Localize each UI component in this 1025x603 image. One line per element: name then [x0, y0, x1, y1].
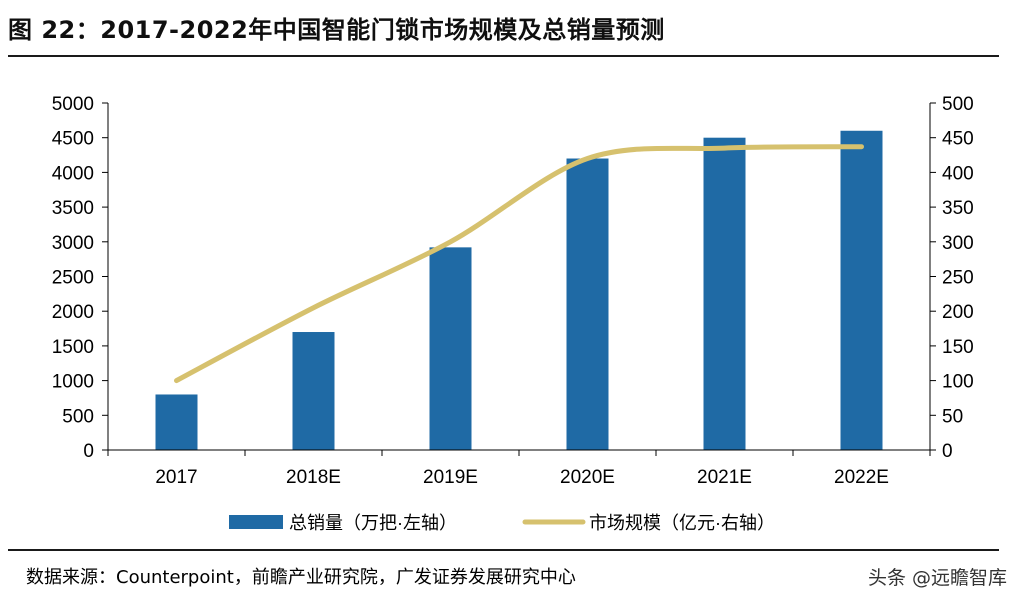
bar-2021E: [703, 137, 746, 450]
footer-divider: [8, 549, 999, 551]
x-tick-label: 2019E: [423, 467, 478, 488]
bar-2018E: [292, 332, 335, 450]
x-tick-label: 2018E: [286, 467, 341, 488]
right-tick-label: 450: [942, 129, 974, 150]
left-tick-label: 2500: [52, 268, 94, 289]
source-note: 数据来源：Counterpoint，前瞻产业研究院，广发证券发展研究中心: [26, 567, 576, 588]
right-tick-label: 350: [942, 198, 974, 219]
bar-2019E: [429, 247, 472, 450]
x-tick-label: 2017: [155, 467, 197, 488]
x-tick-label: 2022E: [834, 467, 889, 488]
legend-line-label: 市场规模（亿元·右轴）: [589, 513, 775, 533]
axes: 0500100015002000250030003500400045005000…: [52, 94, 974, 488]
legend-bar-swatch: [229, 515, 283, 529]
left-tick-label: 500: [62, 406, 94, 427]
left-tick-label: 1000: [52, 372, 94, 393]
left-tick-label: 3500: [52, 198, 94, 219]
right-tick-label: 500: [942, 94, 974, 115]
line-series: [174, 144, 864, 384]
x-tick-label: 2021E: [697, 467, 752, 488]
right-tick-label: 100: [942, 372, 974, 393]
right-tick-label: 50: [942, 406, 963, 427]
chart-title: 图 22：2017-2022年中国智能门锁市场规模及总销量预测: [8, 16, 665, 44]
bar-series: [155, 130, 883, 450]
left-tick-label: 2000: [52, 302, 94, 323]
left-tick-label: 1500: [52, 337, 94, 358]
bar-2020E: [566, 158, 609, 450]
right-tick-label: 200: [942, 302, 974, 323]
left-tick-label: 4500: [52, 129, 94, 150]
bar-2022E: [840, 130, 883, 450]
bar-2017: [155, 394, 198, 450]
left-tick-label: 4000: [52, 163, 94, 184]
right-tick-label: 250: [942, 268, 974, 289]
right-tick-label: 150: [942, 337, 974, 358]
legend: 总销量（万把·左轴） 市场规模（亿元·右轴）: [229, 513, 775, 533]
right-tick-label: 0: [942, 441, 953, 462]
right-tick-label: 400: [942, 163, 974, 184]
market-size-line: [174, 144, 864, 384]
title-divider: [8, 55, 999, 57]
watermark: 头条 @远瞻智库: [867, 567, 1007, 589]
left-tick-label: 5000: [52, 94, 94, 115]
left-tick-label: 0: [83, 441, 94, 462]
left-tick-label: 3000: [52, 233, 94, 254]
right-tick-label: 300: [942, 233, 974, 254]
legend-bar-label: 总销量（万把·左轴）: [289, 513, 457, 533]
x-tick-label: 2020E: [560, 467, 615, 488]
